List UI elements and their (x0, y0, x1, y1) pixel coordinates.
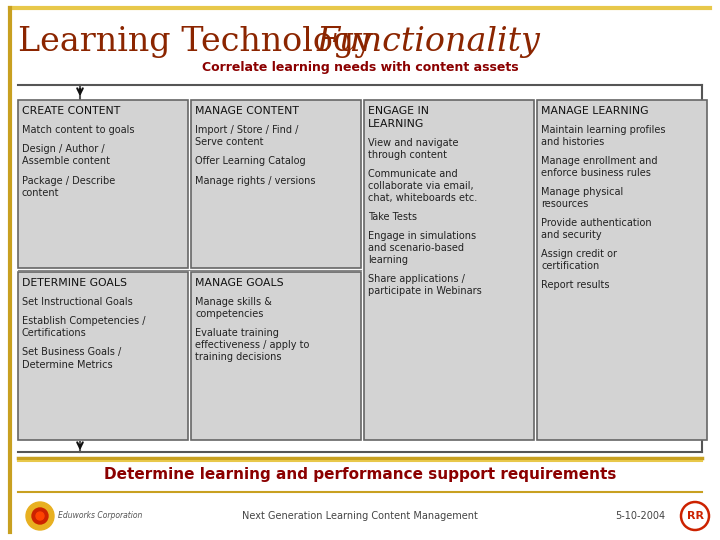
Text: Manage physical
resources: Manage physical resources (541, 187, 624, 209)
Text: MANAGE CONTENT: MANAGE CONTENT (195, 106, 299, 116)
Text: Take Tests: Take Tests (368, 212, 417, 221)
Text: ENGAGE IN: ENGAGE IN (368, 106, 429, 116)
Text: CREATE CONTENT: CREATE CONTENT (22, 106, 120, 116)
Text: Next Generation Learning Content Management: Next Generation Learning Content Managem… (242, 511, 478, 521)
Text: Manage skills &
competencies: Manage skills & competencies (195, 297, 272, 319)
Bar (364, 100, 534, 440)
Text: DETERMINE GOALS: DETERMINE GOALS (22, 278, 127, 288)
Text: Maintain learning profiles
and histories: Maintain learning profiles and histories (541, 125, 665, 147)
Bar (191, 100, 361, 268)
Text: Determine learning and performance support requirements: Determine learning and performance suppo… (104, 468, 616, 483)
Text: 5-10-2004: 5-10-2004 (615, 511, 665, 521)
Text: MANAGE LEARNING: MANAGE LEARNING (541, 106, 649, 116)
Text: Eduworks Corporation: Eduworks Corporation (58, 511, 143, 521)
Text: MANAGE GOALS: MANAGE GOALS (195, 278, 284, 288)
Text: Correlate learning needs with content assets: Correlate learning needs with content as… (202, 62, 518, 75)
Text: Evaluate training
effectiveness / apply to
training decisions: Evaluate training effectiveness / apply … (195, 328, 310, 362)
Text: Communicate and
collaborate via email,
chat, whiteboards etc.: Communicate and collaborate via email, c… (368, 169, 477, 203)
Text: Package / Describe
content: Package / Describe content (22, 176, 115, 198)
Text: Functionality: Functionality (316, 26, 540, 58)
Text: Engage in simulations
and scenario-based
learning: Engage in simulations and scenario-based… (368, 231, 476, 265)
Text: View and navigate
through content: View and navigate through content (368, 138, 459, 160)
Text: Import / Store / Find /
Serve content: Import / Store / Find / Serve content (195, 125, 298, 147)
Text: Report results: Report results (541, 280, 610, 290)
Bar (191, 272, 361, 440)
Bar (18, 272, 188, 440)
Text: Manage rights / versions: Manage rights / versions (195, 176, 315, 186)
Text: RR: RR (686, 511, 703, 521)
Text: Design / Author /
Assemble content: Design / Author / Assemble content (22, 145, 110, 166)
Circle shape (32, 508, 48, 524)
Circle shape (681, 502, 709, 530)
Bar (18, 100, 188, 268)
Text: Establish Competencies /
Certifications: Establish Competencies / Certifications (22, 316, 145, 339)
Text: Provide authentication
and security: Provide authentication and security (541, 218, 652, 240)
Text: Match content to goals: Match content to goals (22, 125, 135, 135)
Text: LEARNING: LEARNING (368, 119, 424, 129)
Text: Manage enrollment and
enforce business rules: Manage enrollment and enforce business r… (541, 156, 657, 178)
Circle shape (26, 502, 54, 530)
Circle shape (36, 512, 44, 520)
Bar (537, 100, 707, 440)
Text: Offer Learning Catalog: Offer Learning Catalog (195, 156, 305, 166)
Text: Share applications /
participate in Webinars: Share applications / participate in Webi… (368, 273, 482, 295)
Text: Assign credit or
certification: Assign credit or certification (541, 249, 617, 271)
Text: Set Business Goals /
Determine Metrics: Set Business Goals / Determine Metrics (22, 348, 121, 369)
Text: Learning Technology: Learning Technology (18, 26, 384, 58)
Text: Set Instructional Goals: Set Instructional Goals (22, 297, 132, 307)
